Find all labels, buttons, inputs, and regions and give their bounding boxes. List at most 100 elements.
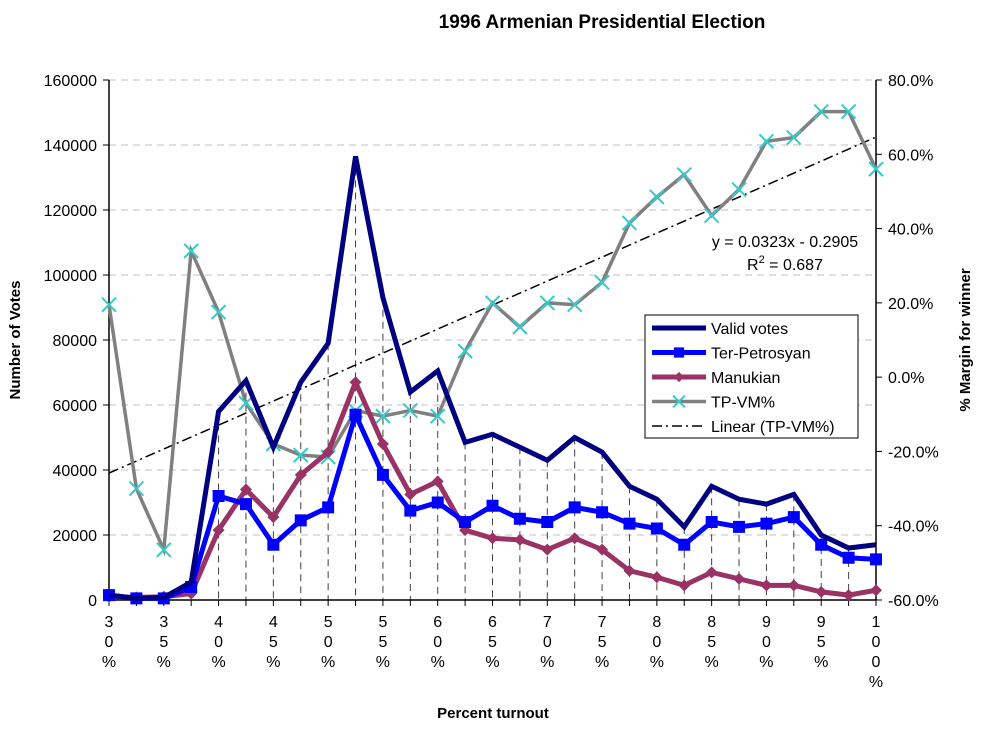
x-marker-stroke (868, 161, 884, 177)
x-tick-label: 5 (488, 634, 497, 651)
x-marker-stroke (128, 480, 145, 497)
x-tick-label: 0 (543, 634, 552, 651)
manukian-point (431, 475, 444, 488)
y2-tick-label: 20.0% (888, 296, 933, 313)
legend-item-valid-votes: Valid votes (652, 321, 788, 338)
y2-tick-label: 0.0% (888, 370, 924, 387)
ter-petrosyan-point (733, 520, 746, 533)
x-tick-label: 9 (762, 614, 771, 631)
y-tick-label: 120000 (44, 203, 97, 220)
x-tick-label: % (211, 654, 225, 671)
x-tick-label: % (814, 654, 828, 671)
series-group (101, 103, 884, 605)
manukian-point (678, 579, 691, 592)
y2-tick-label: -60.0% (888, 593, 939, 610)
ter-petrosyan-point (349, 408, 362, 421)
x-tick-label: % (540, 654, 554, 671)
manukian-point (541, 543, 554, 556)
y-tick-label: 20000 (53, 528, 98, 545)
right-axis-ticks: -60.0% -40.0% -20.0% 0.0% 20.0% 40.0% 60.0% 80.… (876, 73, 939, 610)
x-tick-label: % (431, 654, 445, 671)
ter-petrosyan-point (760, 517, 773, 530)
manukian-point (376, 438, 389, 450)
tp-vm-point (512, 319, 528, 335)
x-tick-label: % (266, 654, 280, 671)
y-tick-label: 160000 (44, 73, 97, 90)
trendline-equation: y = 0.0323x - 0.2905 R2 = 0.687 (712, 234, 858, 274)
legend-item-linear-tp-vm: Linear (TP-VM%) (652, 419, 835, 436)
tp-vm-point (758, 133, 775, 149)
ter-petrosyan-point (650, 522, 663, 535)
x-marker-stroke (649, 189, 665, 205)
tp-vm-point (731, 181, 747, 198)
x-marker-stroke (375, 408, 391, 424)
y-tick-label: 80000 (53, 333, 98, 350)
ter-petrosyan-point (404, 504, 417, 517)
trendline-equation-text: y = 0.0323x - 0.2905 (712, 234, 858, 251)
x-tick-label: 5 (324, 614, 333, 631)
x-tick-label: % (102, 654, 116, 671)
x-tick-label: % (705, 654, 719, 671)
ter-petrosyan-point (513, 512, 526, 525)
x-marker-stroke (840, 103, 857, 120)
y-tick-label: 140000 (44, 138, 97, 155)
x-tick-label: 0 (762, 634, 771, 651)
tp-vm-point (786, 129, 802, 146)
manukian-point (760, 579, 773, 592)
x-tick-label: 8 (707, 614, 716, 631)
legend-item-manukian: Manukian (652, 370, 780, 387)
tp-vm-point (402, 402, 419, 419)
x-tick-label: 0 (872, 634, 881, 651)
ter-petrosyan-point (431, 496, 444, 509)
tp-vm-point (101, 297, 117, 313)
x-tick-label: 4 (214, 614, 223, 631)
x-marker-stroke (457, 343, 473, 359)
tp-vm-point (375, 408, 391, 424)
y-tick-label: 60000 (53, 398, 98, 415)
y2-tick-label: 80.0% (888, 73, 933, 90)
x-marker-stroke (676, 167, 692, 183)
x-tick-label: 0 (872, 654, 881, 671)
x-tick-label: 5 (378, 614, 387, 631)
x-marker-stroke (731, 181, 747, 198)
ter-petrosyan-point (486, 499, 499, 512)
ter-petrosyan-point (212, 490, 225, 502)
ter-petrosyan-point (623, 517, 636, 530)
x-tick-label: 5 (817, 634, 826, 651)
x-tick-label: % (650, 654, 664, 671)
ter-petrosyan-point (541, 516, 554, 528)
x-tick-label: % (157, 654, 171, 671)
y2-tick-label: -20.0% (888, 444, 939, 461)
legend-label: Valid votes (711, 321, 788, 338)
y-axis-title: Number of Votes (7, 281, 24, 400)
manukian-point (239, 483, 252, 496)
x-tick-label: % (321, 654, 335, 671)
legend-label: Ter-Petrosyan (711, 346, 811, 363)
manukian-point (650, 571, 663, 584)
series-tp-vm (101, 103, 884, 558)
x-tick-label: 3 (105, 614, 114, 631)
tp-vm-point (293, 447, 309, 463)
x-tick-label: 0 (324, 634, 333, 651)
manukian-point (486, 532, 499, 545)
x-marker-stroke (594, 274, 610, 291)
trendline-r2-text: R2 = 0.687 (747, 254, 823, 274)
x-tick-label: 7 (543, 614, 552, 631)
x-marker-stroke (703, 207, 720, 224)
manukian-point (842, 589, 855, 602)
x-marker-stroke (293, 447, 309, 463)
manukian-point (513, 533, 526, 546)
x-marker-stroke (210, 304, 227, 320)
ter-petrosyan-point (267, 538, 280, 551)
ter-petrosyan-point (870, 553, 882, 566)
legend: Valid votes Ter-Petrosyan Manukian TP-VM% Li… (644, 314, 859, 439)
tp-vm-point (594, 274, 610, 291)
x-tick-label: 1 (872, 614, 881, 631)
x-tick-label: 5 (707, 634, 716, 651)
y-tick-label: 100000 (44, 268, 97, 285)
ter-petrosyan-point (568, 501, 581, 514)
legend-marker (673, 371, 685, 383)
left-axis-ticks: 0 20000 40000 60000 80000 100000 120000 140000 1… (44, 73, 109, 610)
x-marker-stroke (430, 408, 446, 424)
